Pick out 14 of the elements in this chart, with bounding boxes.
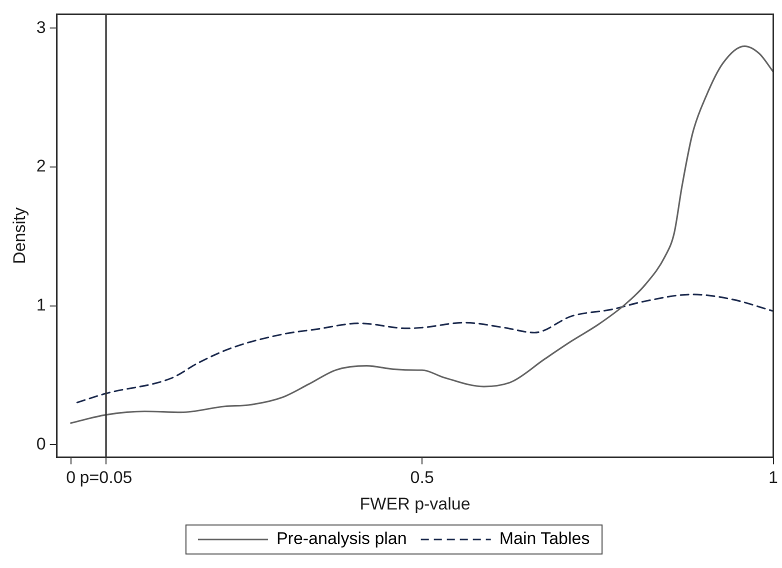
x-tick-label: p=0.05 [80,468,132,488]
legend-label: Pre-analysis plan [276,529,407,548]
legend-label: Main Tables [499,529,590,548]
x-tick-label: 0.5 [410,468,434,488]
y-tick-label: 0 [36,434,46,454]
y-tick-label: 2 [36,156,46,176]
line-series [76,294,774,404]
x-axis-title: FWER p-value [360,494,470,514]
line-series [70,45,774,424]
y-tick-label: 3 [36,18,46,37]
y-tick-label: 1 [36,296,46,315]
x-tick-label: 1 [768,468,778,488]
x-tick-label: 0 [66,468,76,488]
y-axis-title: Density [10,206,29,264]
